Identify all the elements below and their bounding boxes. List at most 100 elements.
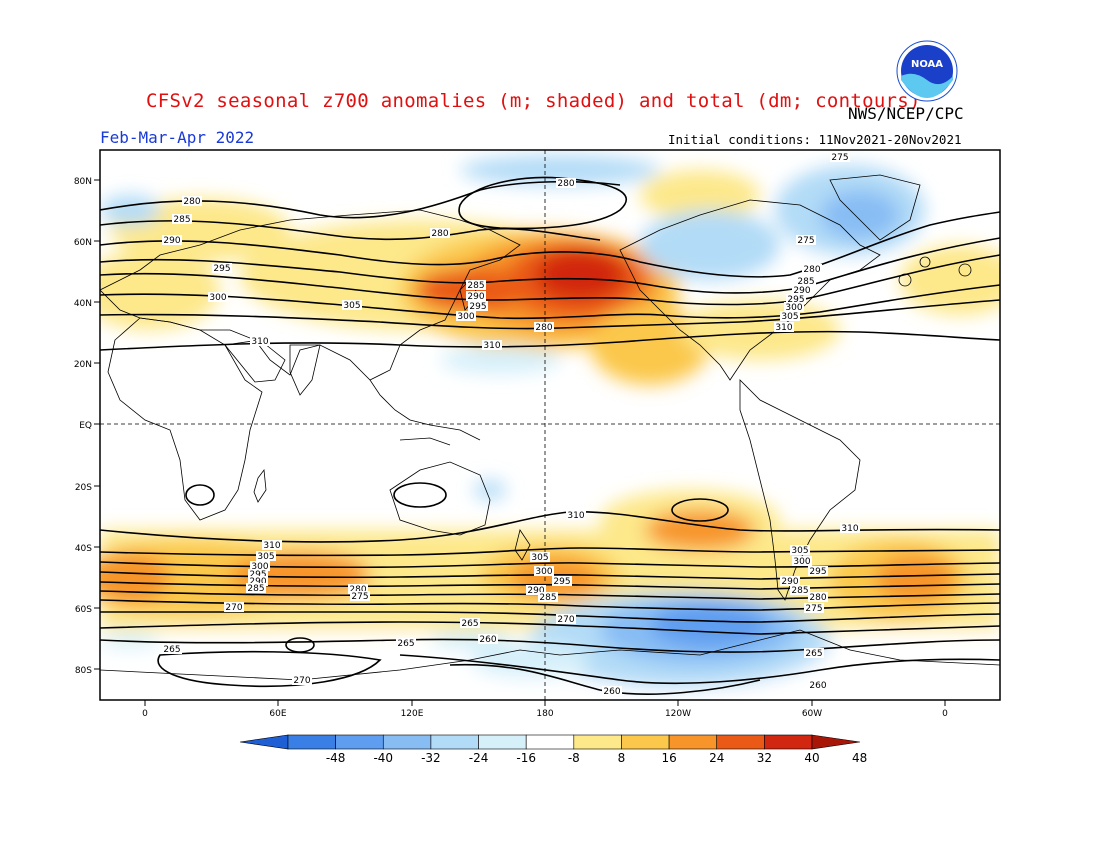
lat-label: EQ [79,421,92,431]
svg-text:310: 310 [483,341,500,351]
svg-text:260: 260 [479,635,496,645]
colorbar-tick-label: 32 [757,751,772,765]
colorbar-swatch [573,734,622,750]
svg-text:290: 290 [781,577,798,587]
map-title: CFSv2 seasonal z700 anomalies (m; shaded… [146,90,921,112]
svg-text:290: 290 [467,292,484,302]
agency-label: NWS/NCEP/CPC [848,104,964,123]
svg-text:305: 305 [343,301,360,311]
season-label: Feb-Mar-Apr 2022 [100,128,255,147]
logo-text: NOAA [911,59,943,70]
lon-label: 0 [142,709,148,719]
svg-text:300: 300 [457,312,474,322]
svg-text:300: 300 [793,557,810,567]
svg-text:285: 285 [173,215,190,225]
svg-text:290: 290 [249,577,266,587]
svg-text:290: 290 [163,236,180,246]
svg-text:280: 280 [535,323,552,333]
lon-label: 120E [401,709,424,719]
svg-text:280: 280 [557,179,574,189]
svg-text:310: 310 [775,323,792,333]
noaa-logo: NOAA [896,40,958,102]
svg-text:275: 275 [805,604,822,614]
colorbar-swatch [478,734,527,750]
lat-label: 80N [74,177,92,187]
colorbar-swatch [716,734,765,750]
map-frame [99,149,1001,701]
colorbar-swatch [430,734,479,750]
svg-text:295: 295 [553,577,570,587]
svg-text:275: 275 [351,592,368,602]
svg-text:295: 295 [249,570,266,580]
colorbar-tick-label: -16 [516,751,536,765]
svg-text:280: 280 [809,593,826,603]
colorbar-tick-label: -48 [326,751,346,765]
axis-ticks [94,179,946,706]
colorbar-tick-label: 24 [709,751,724,765]
colorbar-tick-label: -8 [568,751,580,765]
lon-label: 60W [802,709,822,719]
svg-text:300: 300 [785,303,802,313]
contour-labels-south: 310 305 300 295 290 285 280 275 270 265 … [162,510,860,697]
reference-lines [100,150,1000,700]
colorbar-tick-label: -40 [373,751,393,765]
svg-text:310: 310 [841,524,858,534]
svg-text:265: 265 [805,649,822,659]
anomaly-shading [100,155,1000,700]
svg-text:305: 305 [531,553,548,563]
svg-text:295: 295 [787,295,804,305]
svg-text:280: 280 [803,265,820,275]
colorbar-swatch [764,734,813,750]
svg-text:310: 310 [251,337,268,347]
svg-text:270: 270 [225,603,242,613]
svg-text:260: 260 [809,681,826,691]
svg-text:280: 280 [183,197,200,207]
svg-text:305: 305 [257,552,274,562]
svg-text:310: 310 [567,511,584,521]
svg-text:300: 300 [535,567,552,577]
svg-text:300: 300 [209,293,226,303]
lat-label: 60N [74,238,92,248]
colorbar-arrow-low [239,734,289,750]
lat-label: 40N [74,299,92,309]
colorbar-tick-label: -32 [421,751,441,765]
svg-text:280: 280 [431,229,448,239]
colorbar-swatch [382,734,432,750]
lon-label: 120W [665,709,691,719]
svg-text:290: 290 [527,586,544,596]
colorbar-swatch [525,734,575,750]
svg-text:290: 290 [793,286,810,296]
svg-text:305: 305 [791,546,808,556]
lat-label: 20S [75,483,92,493]
svg-text:265: 265 [163,645,180,655]
colorbar-swatch [287,734,336,750]
svg-text:295: 295 [809,567,826,577]
lon-label: 60E [269,709,286,719]
svg-text:265: 265 [397,639,414,649]
svg-text:295: 295 [213,264,230,274]
lat-label: 20N [74,360,92,370]
colorbar: -48 -40 -32 -24 -16 -8 8 16 24 32 40 48 [239,734,867,765]
svg-text:260: 260 [603,687,620,697]
svg-text:285: 285 [247,584,264,594]
colorbar-tick-label: 8 [618,751,626,765]
colorbar-swatch [335,734,384,750]
svg-text:265: 265 [461,619,478,629]
longitude-labels: 0 60E 120E 180 120W 60W 0 [142,709,948,719]
svg-text:275: 275 [797,236,814,246]
contour-labels-north: 275 280 280 280 285 290 295 300 305 310 … [162,152,850,351]
colorbar-arrow-high [811,734,861,750]
svg-text:300: 300 [251,562,268,572]
lat-label: 40S [75,544,92,554]
colorbar-swatch [621,734,670,750]
svg-text:270: 270 [557,615,574,625]
latitude-labels: 80N 60N 40N 20N EQ 20S 40S 60S 80S [74,177,92,676]
svg-text:270: 270 [293,676,310,686]
lat-label: 60S [75,605,92,615]
svg-text:295: 295 [469,302,486,312]
colorbar-tick-label: -24 [469,751,489,765]
svg-text:305: 305 [781,312,798,322]
initial-conditions-label: Initial conditions: 11Nov2021-20Nov2021 [668,132,962,147]
svg-text:285: 285 [791,586,808,596]
colorbar-swatch [668,734,718,750]
